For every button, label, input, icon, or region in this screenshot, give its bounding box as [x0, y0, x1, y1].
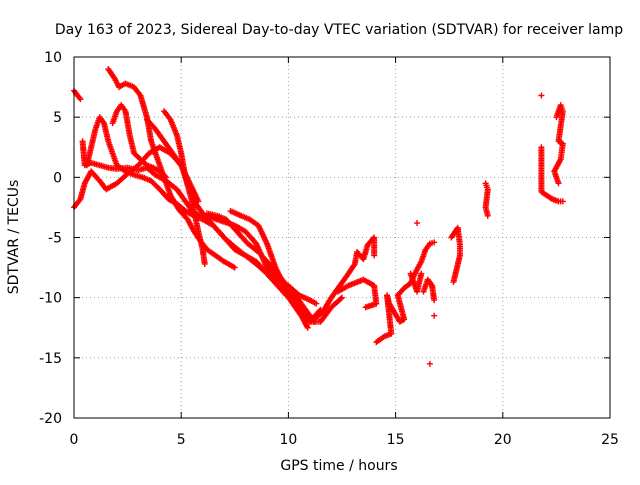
data-point	[195, 198, 202, 205]
series-track-o	[482, 180, 491, 219]
data-point	[450, 279, 457, 286]
x-tick-label: 5	[177, 432, 186, 448]
data-point	[163, 174, 170, 181]
data-point	[431, 297, 438, 304]
y-tick-label: -5	[48, 231, 62, 247]
series-track-m	[407, 220, 425, 295]
series-track-l	[373, 239, 438, 367]
data-point	[362, 304, 369, 311]
data-point	[339, 294, 345, 301]
y-axis-label: SDTVAR / TECUs	[6, 180, 22, 295]
data-point	[371, 252, 378, 259]
data-point	[538, 92, 545, 99]
data-point	[559, 198, 566, 205]
x-axis-label: GPS time / hours	[280, 458, 397, 474]
data-point	[77, 96, 84, 103]
y-tick-label: 10	[44, 50, 62, 66]
x-tick-label: 20	[494, 432, 512, 448]
data-point	[418, 270, 425, 277]
series-track-d	[105, 66, 238, 271]
x-tick-labels: 0 5 10 15 20 25	[70, 432, 619, 448]
grid-lines	[74, 57, 610, 418]
data-point	[431, 239, 438, 246]
y-tick-labels: -20 -15 -10 -5 0 5 10	[39, 50, 62, 427]
data-point	[161, 173, 168, 180]
chart-title: Day 163 of 2023, Sidereal Day-to-day VTE…	[55, 22, 623, 38]
y-tick-label: 5	[53, 110, 62, 126]
series-track-i	[227, 208, 311, 331]
y-tick-label: 0	[53, 170, 62, 186]
y-tick-label: -15	[39, 351, 62, 367]
series-track-j	[311, 234, 378, 323]
data-point	[337, 295, 344, 302]
data-point	[201, 260, 208, 267]
data-point	[231, 264, 238, 271]
data-points	[71, 66, 566, 367]
x-tick-label: 25	[601, 432, 619, 448]
data-point	[431, 312, 438, 319]
data-point	[304, 324, 311, 331]
x-tick-label: 15	[387, 432, 405, 448]
y-tick-label: -20	[39, 411, 62, 427]
x-tick-label: 10	[279, 432, 297, 448]
x-tick-label: 0	[70, 432, 79, 448]
series-track-h	[143, 116, 202, 205]
data-point	[414, 220, 421, 227]
y-tick-label: -10	[39, 291, 62, 307]
data-point	[426, 360, 433, 367]
axis-ticks	[73, 56, 611, 419]
data-point	[313, 300, 320, 307]
series-track-e	[109, 102, 170, 181]
series-track-n	[448, 224, 463, 286]
data-point	[555, 180, 562, 187]
series-track-p	[538, 92, 566, 205]
data-point	[484, 212, 491, 219]
series-track-k	[334, 276, 380, 311]
